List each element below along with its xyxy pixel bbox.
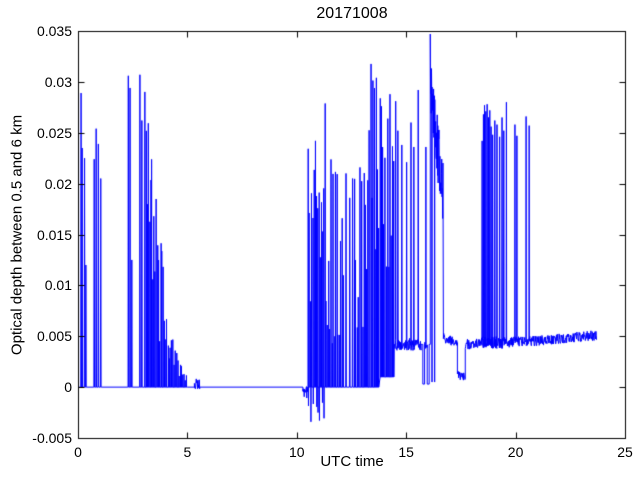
y-tick-label: 0.03 [44,73,72,90]
x-tick-label: 25 [617,444,633,460]
x-tick-label: 20 [507,444,524,460]
chart-title: 20171008 [316,5,388,22]
x-tick-label: 5 [183,444,192,460]
y-tick-label: 0.01 [44,277,72,294]
y-tick-label: -0.005 [32,430,72,446]
y-tick-label: 0 [64,379,72,396]
x-tick-label: 0 [74,444,82,460]
y-tick-label: 0.005 [36,328,72,345]
y-tick-label: 0.025 [36,124,72,141]
x-tick-label: 10 [289,444,305,460]
x-tick-label: 15 [398,444,414,460]
y-tick-label: 0.015 [36,226,72,243]
y-tick-label: 0.035 [36,23,72,39]
x-axis-label: UTC time [320,453,384,470]
y-tick-label: 0.02 [44,175,72,192]
